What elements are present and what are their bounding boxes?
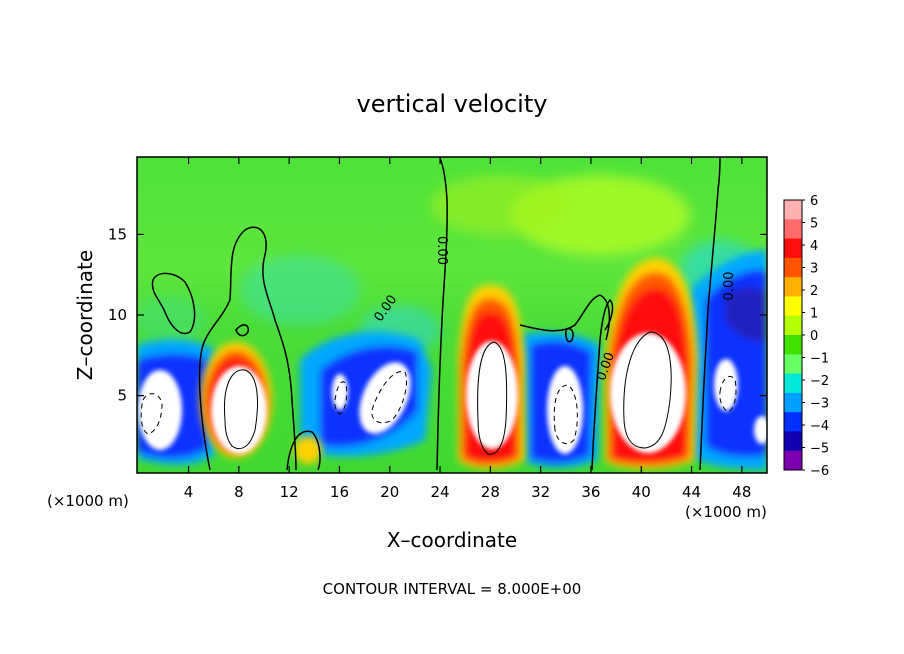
colorbar-label: −6	[810, 464, 829, 479]
x-tick-label: 32	[531, 483, 550, 501]
colorbar-swatch	[784, 354, 802, 375]
x-unit-label-right: (×1000 m)	[685, 503, 767, 521]
x-tick-label: 48	[732, 483, 751, 501]
colorbar-label: −4	[810, 419, 829, 434]
colorbar-swatch	[784, 373, 802, 394]
downdraft-core	[332, 374, 348, 410]
colorbar-swatch	[784, 257, 802, 278]
x-tick-label: 24	[431, 483, 450, 501]
updraft-core	[466, 341, 518, 449]
x-tick-label: 16	[330, 483, 349, 501]
colorbar: 6 5 4 3 2 1 0 −1 −2 −3 −4 −5 −6	[783, 194, 829, 479]
plot-area: 0.000.000.000.00	[137, 157, 767, 473]
downdraft-core	[714, 359, 738, 411]
x-unit-label-left: (×1000 m)	[47, 492, 129, 510]
colorbar-label: 1	[810, 307, 818, 322]
colorbar-label: −5	[810, 442, 829, 457]
y-tick-label: 15	[108, 225, 127, 243]
updraft-cores	[211, 333, 686, 454]
contour-label: 0.00	[722, 272, 737, 301]
colorbar-label: −1	[810, 352, 829, 367]
y-axis-title: Z–coordinate	[73, 250, 97, 380]
colorbar-swatch	[784, 219, 802, 240]
contour-label: 0.00	[434, 236, 449, 265]
colorbar-label: 2	[810, 284, 818, 299]
colorbar-swatch	[784, 200, 802, 220]
x-tick-label: 40	[632, 483, 651, 501]
colorbar-swatch	[784, 335, 802, 355]
colorbar-swatch	[784, 450, 802, 471]
x-axis-ticks: 4 8 12 16 20 24 28 32 36 40 44 48	[184, 157, 751, 501]
colorbar-swatch	[784, 431, 802, 452]
colorbar-swatch	[784, 277, 802, 297]
downdraft-core	[754, 416, 767, 444]
x-tick-label: 28	[481, 483, 500, 501]
downdraft-cores	[138, 359, 767, 454]
colorbar-label: 5	[810, 217, 818, 232]
colorbar-label: 6	[810, 194, 818, 209]
downdraft-core	[547, 366, 583, 454]
downdraft-core	[138, 370, 182, 450]
updraft-core	[211, 366, 267, 454]
x-tick-label: 36	[581, 483, 600, 501]
colorbar-swatch	[784, 238, 802, 259]
x-tick-label: 12	[280, 483, 299, 501]
zero-contours	[151, 157, 721, 471]
x-tick-label: 8	[234, 483, 244, 501]
x-tick-label: 4	[184, 483, 194, 501]
colorbar-label: 3	[810, 262, 818, 277]
colorbar-label: −2	[810, 374, 829, 389]
y-tick-label: 10	[108, 306, 127, 324]
x-axis-title: X–coordinate	[387, 528, 517, 552]
colorbar-label: −3	[810, 397, 829, 412]
updraft-core	[610, 333, 686, 453]
colorbar-swatch	[784, 296, 802, 317]
contour-interval-note: CONTOUR INTERVAL = 8.000E+00	[323, 580, 582, 598]
colorbar-swatch	[784, 392, 802, 413]
x-tick-label: 20	[380, 483, 399, 501]
x-tick-label: 44	[682, 483, 701, 501]
downdraft-inner-contours	[140, 370, 737, 445]
colorbar-swatch	[784, 412, 802, 432]
colorbar-swatch	[784, 315, 802, 336]
colorbar-label: 4	[810, 239, 818, 254]
chart-title: vertical velocity	[357, 90, 548, 118]
updraft-inner-contours	[223, 331, 672, 455]
colorbar-label: 0	[810, 329, 818, 344]
y-axis-ticks: 5 10 15	[108, 225, 767, 405]
y-tick-label: 5	[117, 387, 127, 405]
